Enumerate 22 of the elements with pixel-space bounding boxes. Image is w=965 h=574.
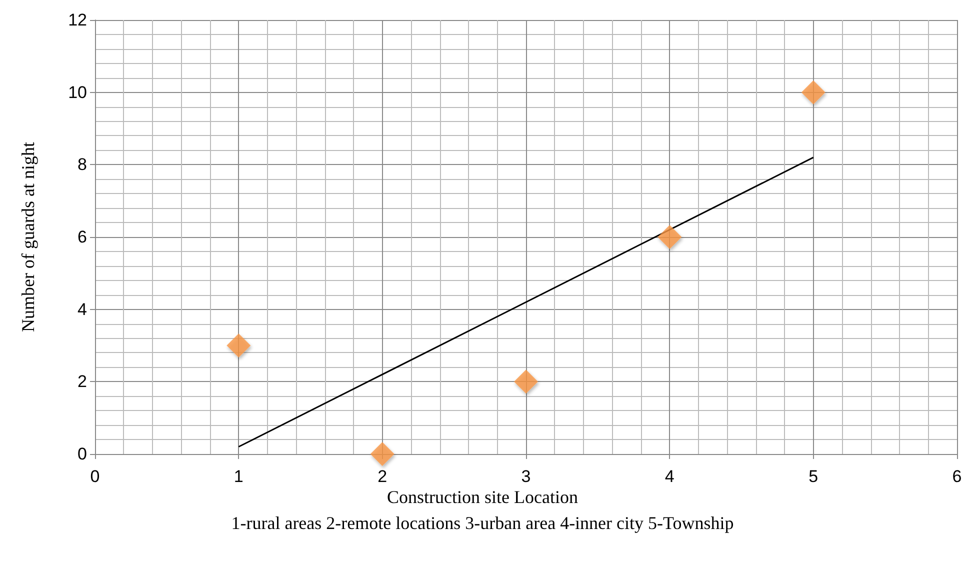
point [226,334,251,358]
x-tick-label: 1 [234,467,244,486]
point [514,370,538,394]
y-tick-label: 10 [68,82,87,102]
y-axis-title: Number of guards at night [18,142,38,332]
x-tick-label: 6 [952,467,962,486]
x-tick-label: 5 [808,467,818,486]
x-tick-label: 2 [378,467,388,486]
x-tick-label: 0 [90,467,100,486]
point [658,225,682,249]
y-tick-label: 8 [78,155,87,174]
point [801,80,826,104]
text: 1-rural areas 2-remote locations 3-urban area 4-inner city 5-Township [231,513,734,533]
x-axis-title: Construction site Location [387,487,578,507]
y-tick-label: 12 [68,10,87,30]
y-tick-label: 2 [78,372,87,392]
y-tick-label: 4 [78,300,87,319]
x-tick-label: 4 [664,467,674,486]
point [370,442,394,466]
y-tick-label: 6 [78,228,87,246]
y-tick-label: 0 [78,444,87,464]
x-tick-label: 3 [521,467,531,486]
